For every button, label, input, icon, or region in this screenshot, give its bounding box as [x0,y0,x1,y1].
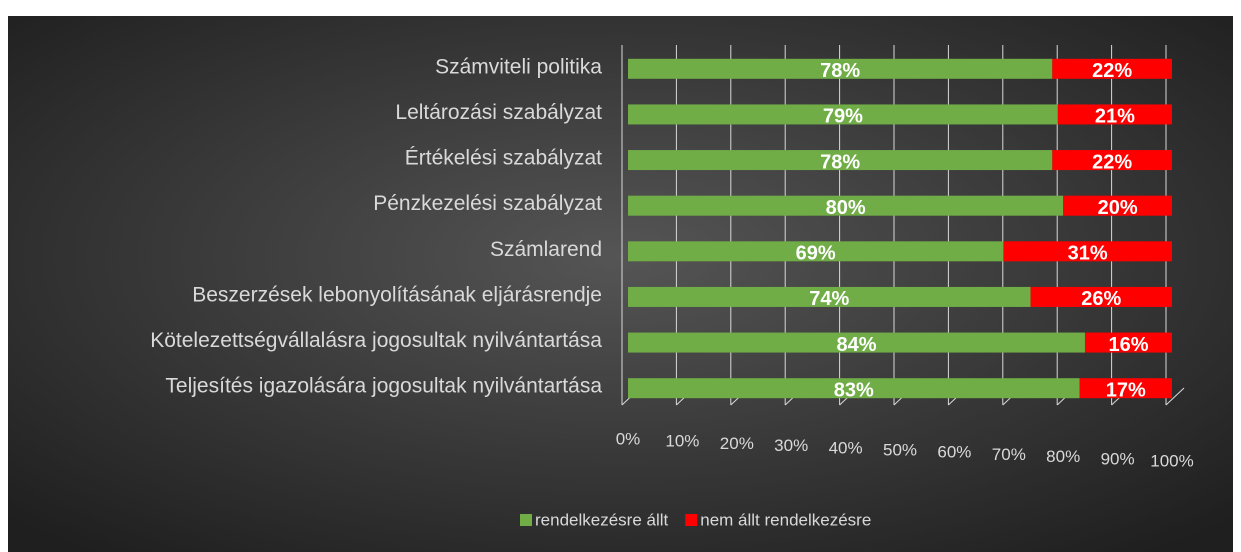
y-tick-label: Számviteli politika [435,55,602,78]
data-label: 22% [1092,60,1132,82]
bar-segment [1052,150,1172,171]
y-tick-label: Teljesítés igazolására jogosultak nyilvá… [165,375,602,398]
y-tick-label: Beszerzések lebonyolításának eljárásrend… [192,283,602,306]
x-tick-label: 100% [1150,451,1193,470]
bar-segment [628,241,1004,262]
data-label: 31% [1068,243,1108,265]
y-tick-label: Pénzkezelési szabályzat [373,192,602,215]
legend-swatch [520,514,532,526]
x-tick-label: 20% [720,434,754,453]
bar-segment [1084,332,1172,353]
data-label: 16% [1108,334,1148,356]
bar-segment [1052,58,1172,79]
legend-label: nem állt rendelkezésre [700,510,871,529]
x-tick-label: 80% [1046,447,1080,466]
bar-segment [1057,104,1172,125]
x-tick-label: 40% [829,438,863,457]
data-label: 78% [820,60,860,82]
data-label: 80% [826,197,866,219]
bar-segment [628,150,1053,171]
data-label: 21% [1095,106,1135,128]
data-label: 69% [796,243,836,265]
bar-segment [1030,286,1172,307]
bar-segment [628,195,1064,216]
data-label: 84% [836,334,876,356]
y-tick-label: Leltározási szabályzat [395,101,602,124]
y-tick-label: Kötelezettségvállalásra jogosultak nyilv… [150,329,602,352]
bar-segment [1063,195,1172,216]
bar-segment [628,286,1031,307]
data-label: 20% [1098,197,1138,219]
data-label: 17% [1106,379,1146,401]
bar-segment [1079,378,1172,399]
x-tick-label: 0% [616,429,641,448]
data-label: 22% [1092,151,1132,173]
bar-segment [628,104,1058,125]
data-label: 78% [820,151,860,173]
legend-label: rendelkezésre állt [535,510,669,529]
x-tick-label: 90% [1101,449,1135,468]
y-tick-label: Értékelési szabályzat [405,147,602,170]
bar-segment [628,378,1080,399]
data-label: 74% [809,288,849,310]
y-tick-label: Számlarend [490,238,602,261]
bar-segment [628,332,1085,353]
grid-floor [1165,387,1185,406]
data-label: 83% [834,379,874,401]
data-label: 26% [1081,288,1121,310]
x-tick-label: 50% [883,440,917,459]
bar-segment [1003,241,1172,262]
bar-segment [628,58,1053,79]
data-label: 79% [823,106,863,128]
x-tick-label: 10% [665,432,699,451]
legend-swatch [685,514,698,526]
x-tick-label: 60% [937,443,971,462]
x-tick-label: 30% [774,436,808,455]
x-tick-label: 70% [992,445,1026,464]
